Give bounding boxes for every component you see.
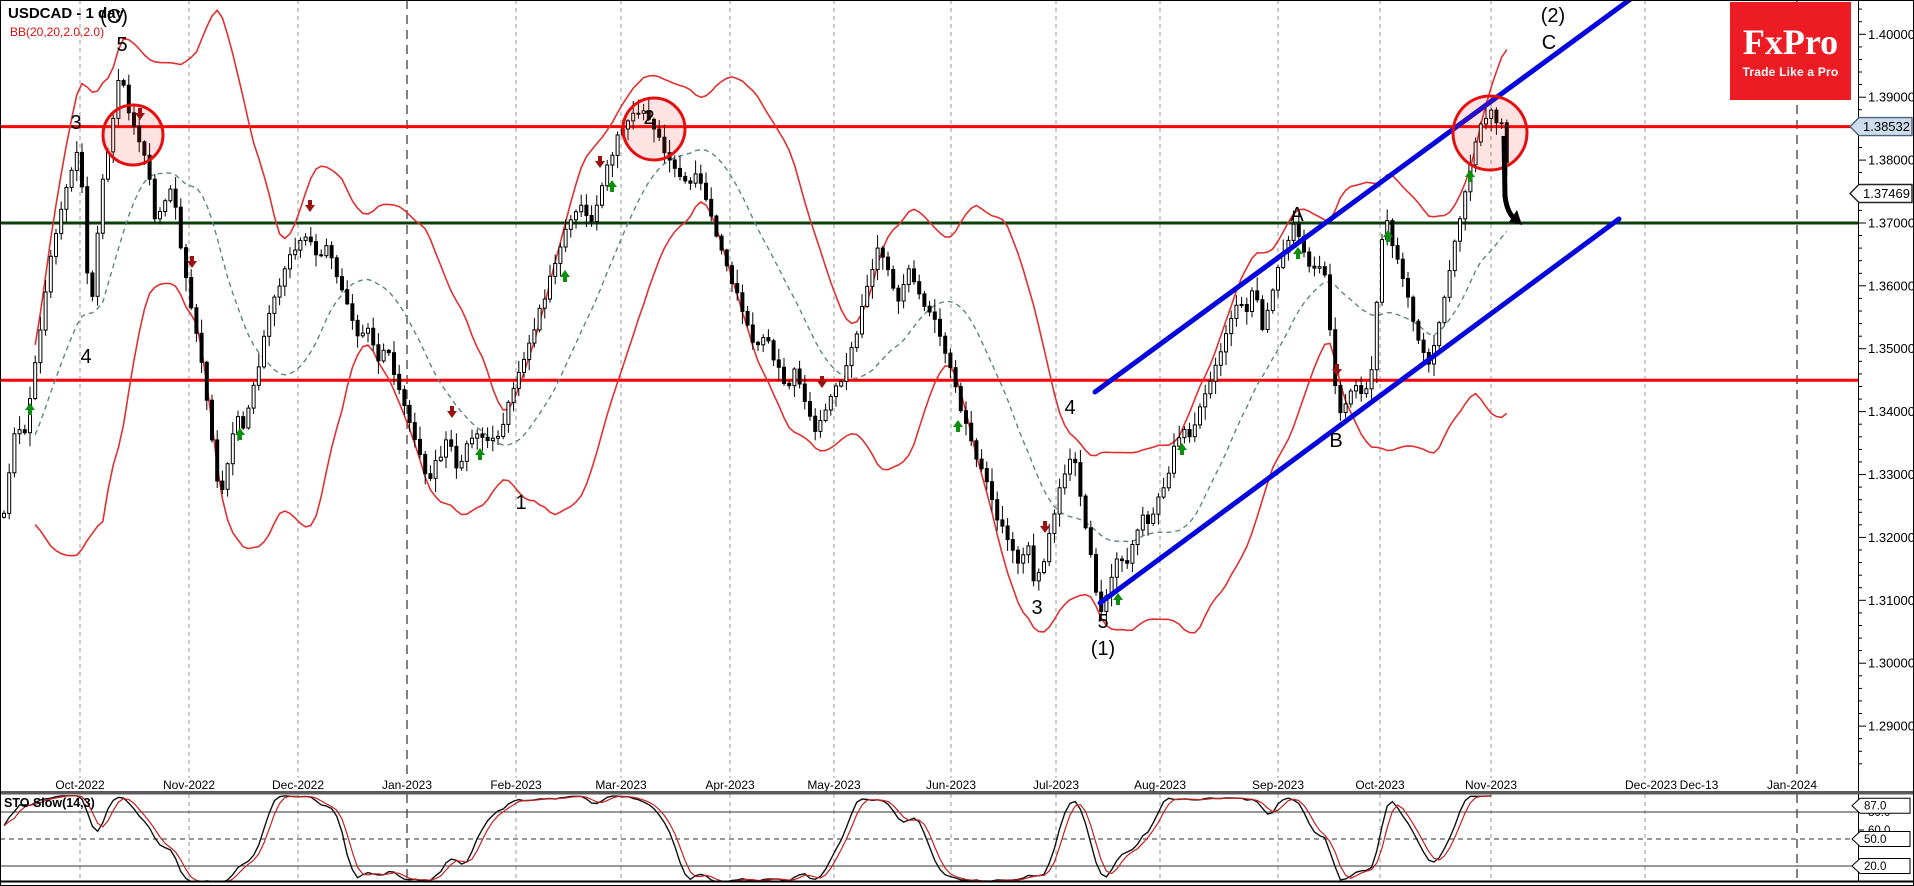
svg-text:(C): (C) — [100, 6, 128, 28]
svg-text:Feb-2023: Feb-2023 — [490, 778, 542, 792]
svg-text:A: A — [1290, 204, 1304, 226]
svg-text:Oct-2022: Oct-2022 — [55, 778, 105, 792]
logo-brand-text: FxPro — [1742, 21, 1839, 62]
svg-text:20.0: 20.0 — [1864, 861, 1886, 873]
svg-text:Aug-2023: Aug-2023 — [1134, 778, 1186, 792]
svg-text:C: C — [1542, 32, 1556, 54]
svg-text:Oct-2023: Oct-2023 — [1355, 778, 1405, 792]
bb-indicator-label: BB(20,20,2.0,2.0) — [10, 25, 105, 39]
projection-arrow — [1501, 135, 1522, 225]
svg-text:1.31000: 1.31000 — [1868, 593, 1914, 608]
price-axis: 1.40000 1.39000 1.38000 1.37000 1.36000 1.350… — [1849, 0, 1914, 881]
svg-text:1.39000: 1.39000 — [1868, 90, 1914, 105]
time-axis: Oct-2022 Nov-2022 Dec-2022 Jan-2023 Feb-2023… — [55, 778, 1817, 792]
svg-text:1.30000: 1.30000 — [1868, 656, 1914, 671]
svg-text:Apr-2023: Apr-2023 — [705, 778, 755, 792]
candles-layer — [2, 69, 1509, 623]
signal-arrows — [25, 108, 1475, 605]
svg-text:Jan-2024: Jan-2024 — [1767, 778, 1817, 792]
fxpro-logo: FxPro Trade Like a Pro — [1730, 2, 1851, 100]
svg-text:1.37469: 1.37469 — [1863, 186, 1910, 201]
svg-text:4: 4 — [1064, 397, 1075, 419]
svg-text:Jun-2023: Jun-2023 — [926, 778, 976, 792]
svg-text:50.0: 50.0 — [1864, 834, 1886, 846]
svg-text:1.34000: 1.34000 — [1868, 404, 1914, 419]
svg-text:Jan-2023: Jan-2023 — [382, 778, 432, 792]
svg-text:Nov-2023: Nov-2023 — [1465, 778, 1517, 792]
svg-text:1: 1 — [515, 492, 526, 514]
svg-text:1.38000: 1.38000 — [1868, 153, 1914, 168]
svg-text:Dec-2022: Dec-2022 — [272, 778, 324, 792]
svg-text:1.29000: 1.29000 — [1868, 719, 1914, 734]
stochastic-label: STO Slow(14,3) — [4, 796, 95, 810]
svg-text:Jul-2023: Jul-2023 — [1033, 778, 1079, 792]
svg-text:B: B — [1329, 430, 1342, 452]
svg-text:1.36000: 1.36000 — [1868, 278, 1914, 293]
svg-text:1.32000: 1.32000 — [1868, 530, 1914, 545]
logo-tagline-text: Trade Like a Pro — [1742, 64, 1839, 79]
svg-text:1.37000: 1.37000 — [1868, 215, 1914, 230]
svg-text:3: 3 — [70, 112, 81, 134]
svg-text:May-2023: May-2023 — [807, 778, 861, 792]
svg-text:Nov-2022: Nov-2022 — [163, 778, 215, 792]
svg-text:2: 2 — [643, 107, 654, 129]
svg-text:3: 3 — [1031, 597, 1042, 619]
svg-text:Dec-13: Dec-13 — [1680, 778, 1719, 792]
svg-text:4: 4 — [80, 346, 91, 368]
svg-text:(2): (2) — [1541, 5, 1565, 27]
wave-labels: (C) 5 3 4 1 2 3 4 5 (1) A B C (2) — [70, 5, 1565, 660]
svg-text:87.0: 87.0 — [1864, 801, 1886, 813]
horizontal-levels — [0, 125, 1858, 382]
svg-text:1.33000: 1.33000 — [1868, 467, 1914, 482]
symbol-title: USDCAD - 1 day — [8, 5, 124, 22]
svg-text:5: 5 — [1097, 611, 1108, 633]
svg-text:Sep-2023: Sep-2023 — [1252, 778, 1304, 792]
svg-text:1.38532: 1.38532 — [1863, 119, 1910, 134]
bollinger-bands — [34, 9, 1508, 634]
svg-text:Mar-2023: Mar-2023 — [595, 778, 647, 792]
svg-text:1.35000: 1.35000 — [1868, 341, 1914, 356]
svg-text:5: 5 — [116, 34, 127, 56]
gridlines — [79, 0, 1798, 881]
stochastic-panel: 80.060.087.050.020.0 — [0, 795, 1911, 881]
trend-channel[interactable] — [1092, 0, 1634, 606]
svg-text:Dec-2023: Dec-2023 — [1625, 778, 1677, 792]
highlight-circles — [101, 94, 1529, 172]
svg-text:1.40000: 1.40000 — [1868, 27, 1914, 42]
svg-text:(1): (1) — [1091, 638, 1115, 660]
